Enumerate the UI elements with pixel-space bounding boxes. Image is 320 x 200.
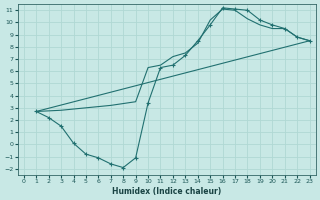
X-axis label: Humidex (Indice chaleur): Humidex (Indice chaleur) <box>112 187 221 196</box>
